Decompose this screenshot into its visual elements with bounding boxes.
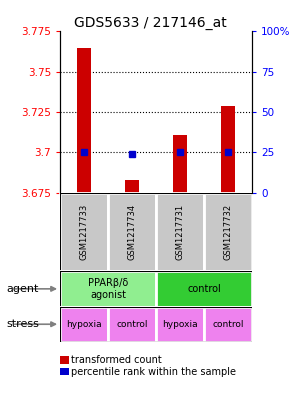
Bar xyxy=(221,106,235,193)
Bar xyxy=(204,307,252,342)
Bar xyxy=(60,307,108,342)
Bar xyxy=(204,193,252,271)
Bar xyxy=(108,307,156,342)
Bar xyxy=(125,180,139,193)
Text: GSM1217734: GSM1217734 xyxy=(128,204,136,260)
Text: GDS5633 / 217146_at: GDS5633 / 217146_at xyxy=(74,16,226,30)
Bar xyxy=(156,307,204,342)
Text: percentile rank within the sample: percentile rank within the sample xyxy=(71,367,236,377)
Bar xyxy=(173,134,187,193)
Text: control: control xyxy=(212,320,244,329)
Text: transformed count: transformed count xyxy=(71,355,162,365)
Bar xyxy=(77,48,91,193)
Text: stress: stress xyxy=(6,319,39,329)
Text: hypoxia: hypoxia xyxy=(162,320,198,329)
Bar xyxy=(60,193,108,271)
Text: PPARβ/δ
agonist: PPARβ/δ agonist xyxy=(88,278,128,299)
Text: hypoxia: hypoxia xyxy=(66,320,102,329)
Text: control: control xyxy=(116,320,148,329)
Bar xyxy=(156,193,204,271)
Bar xyxy=(60,271,156,307)
Text: GSM1217731: GSM1217731 xyxy=(176,204,184,260)
Text: GSM1217732: GSM1217732 xyxy=(224,204,232,260)
Bar xyxy=(108,193,156,271)
Text: control: control xyxy=(187,284,221,294)
Text: GSM1217733: GSM1217733 xyxy=(80,204,88,260)
Text: agent: agent xyxy=(6,284,38,294)
Bar xyxy=(156,271,252,307)
